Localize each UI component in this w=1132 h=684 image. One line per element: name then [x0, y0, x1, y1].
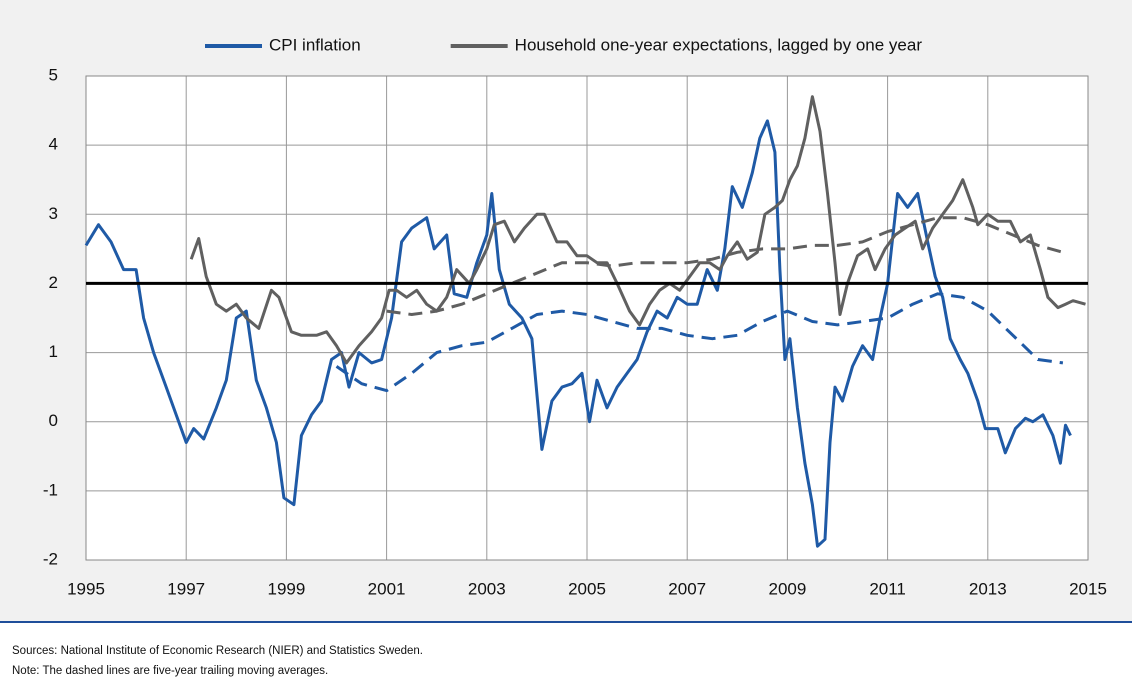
source-note: Sources: National Institute of Economic … — [12, 645, 423, 657]
y-tick-label: 3 — [49, 204, 58, 223]
x-tick-label: 2013 — [969, 579, 1007, 598]
x-tick-label: 2009 — [768, 579, 806, 598]
x-tick-label: 2007 — [668, 579, 706, 598]
y-tick-label: 4 — [49, 135, 58, 154]
y-tick-label: 0 — [49, 411, 58, 430]
x-tick-label: 2015 — [1069, 579, 1107, 598]
x-tick-label: 1999 — [267, 579, 305, 598]
y-tick-label: 5 — [49, 65, 58, 84]
x-tick-label: 2001 — [368, 579, 406, 598]
legend-label: CPI inflation — [269, 35, 361, 54]
y-tick-label: -1 — [43, 480, 58, 499]
note: Note: The dashed lines are five-year tra… — [12, 665, 328, 677]
y-tick-label: -2 — [43, 549, 58, 568]
moving-average-line — [386, 216, 1064, 316]
y-tick-label: 1 — [49, 342, 58, 361]
series-line — [189, 95, 1086, 365]
x-tick-label: 2003 — [468, 579, 506, 598]
plot-border — [85, 75, 1089, 561]
legend-label: Household one-year expectations, lagged … — [515, 35, 923, 54]
moving-average-line — [335, 292, 1064, 393]
x-tick-label: 1995 — [67, 579, 105, 598]
x-tick-label: 1997 — [167, 579, 205, 598]
x-tick-label: 2011 — [869, 579, 906, 598]
y-tick-label: 2 — [49, 273, 58, 292]
series-line — [84, 119, 1072, 548]
x-tick-label: 2005 — [568, 579, 606, 598]
